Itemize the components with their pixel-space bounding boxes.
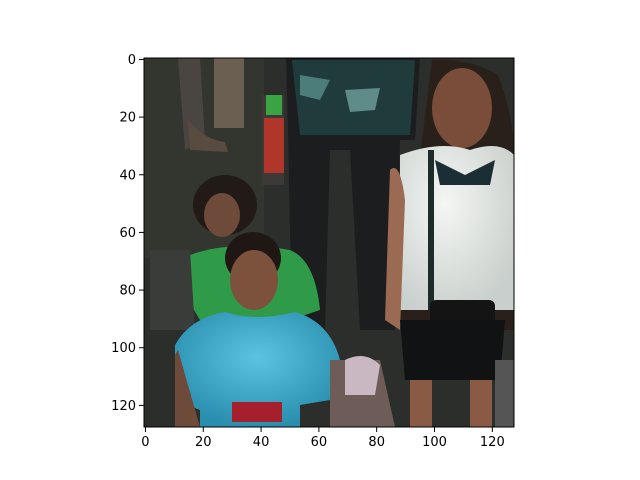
x-tick-label: 20	[195, 435, 212, 450]
y-tick-label: 100	[111, 341, 136, 356]
x-tick-label: 120	[480, 435, 505, 450]
y-axis: 0 20 40 60 80 100 120	[111, 53, 144, 414]
y-tick-label: 40	[119, 168, 136, 183]
image-content	[144, 58, 514, 427]
x-tick-label: 40	[253, 435, 270, 450]
x-tick-label: 0	[141, 435, 149, 450]
x-tick-label: 60	[311, 435, 328, 450]
x-axis: 0 20 40 60 80 100 120	[141, 427, 505, 450]
y-tick-label: 20	[119, 111, 136, 126]
x-tick-label: 100	[422, 435, 447, 450]
x-tick-label: 80	[368, 435, 385, 450]
y-tick-label: 80	[119, 284, 136, 299]
plot-frame	[143, 57, 515, 428]
y-tick-label: 60	[119, 226, 136, 241]
y-tick-label: 0	[128, 53, 136, 68]
y-tick-label: 120	[111, 399, 136, 414]
